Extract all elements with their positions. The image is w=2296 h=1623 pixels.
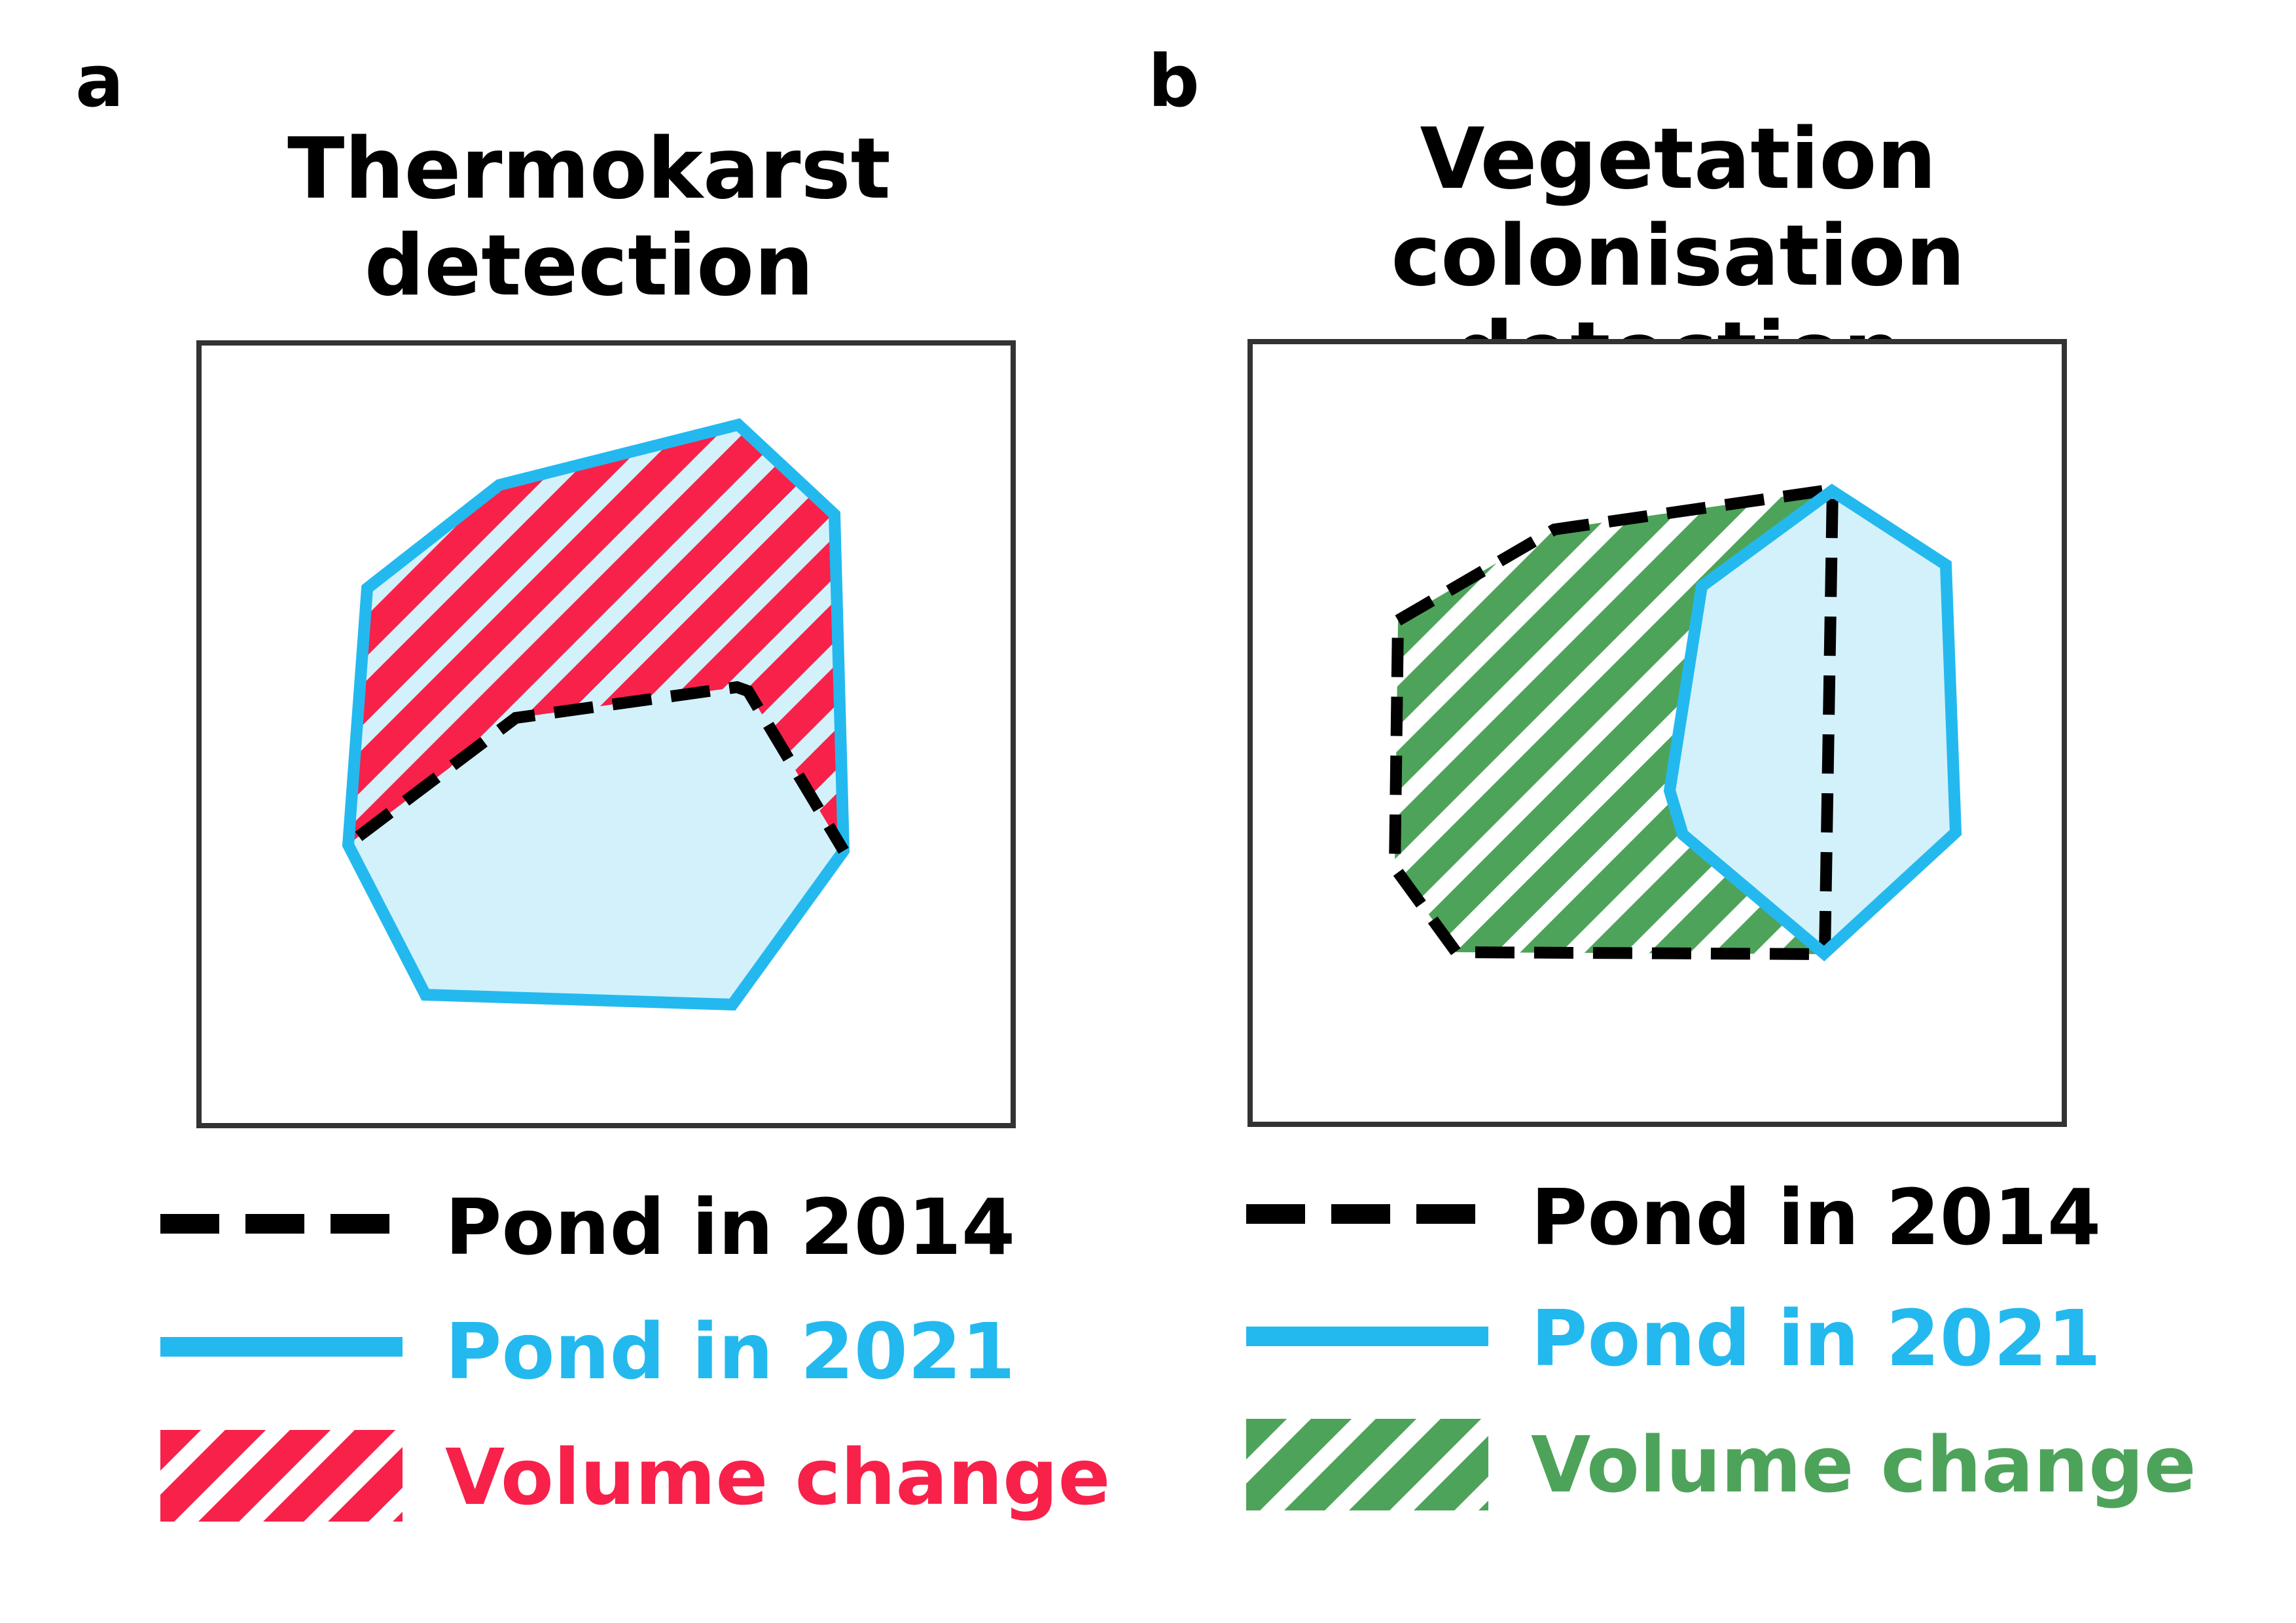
- thermokarst-diagram: [342, 418, 850, 1011]
- legend-label-volume-change: Volume change: [1531, 1419, 2197, 1510]
- panel-letter: b: [1148, 39, 1200, 123]
- panel-title-line1: Thermokarst: [287, 120, 891, 218]
- solid-line-icon: [1246, 1327, 1488, 1346]
- legend-label-pond-2021: Pond in 2021: [445, 1306, 1016, 1397]
- panel-title-line2: detection: [364, 217, 814, 315]
- pond-2021-outline: [1663, 484, 1962, 961]
- pond-2014-outline: [1388, 482, 1839, 961]
- vegetation-diagram: [1388, 482, 1962, 961]
- legend-label-pond-2021: Pond in 2021: [1531, 1293, 2102, 1383]
- panel-vegetation-colonisation: b Vegetation colonisation detection Pond…: [1148, 0, 2296, 1623]
- diagram-frame: [1247, 339, 2067, 1127]
- legend-label-volume-change: Volume change: [445, 1432, 1111, 1522]
- pond-2021-water: [1670, 491, 1956, 954]
- legend-label-pond-2014: Pond in 2014: [445, 1182, 1016, 1272]
- panel-title-line1: Vegetation colonisation: [1391, 111, 1965, 305]
- pond-2014-outline: [355, 681, 849, 854]
- dashed-line-icon: [1246, 1204, 1488, 1224]
- panel-title: Thermokarst detection: [196, 121, 982, 315]
- dashed-line-icon: [160, 1214, 403, 1234]
- panel-letter: a: [75, 39, 124, 123]
- hatched-swatch-icon: [160, 1430, 403, 1522]
- panel-thermokarst: a Thermokarst detection Pond in 2014: [75, 39, 1111, 1522]
- legend-label-pond-2014: Pond in 2014: [1531, 1172, 2102, 1262]
- hatched-swatch-icon: [1246, 1419, 1488, 1510]
- solid-line-icon: [160, 1337, 403, 1357]
- diagram-frame: [196, 340, 1016, 1128]
